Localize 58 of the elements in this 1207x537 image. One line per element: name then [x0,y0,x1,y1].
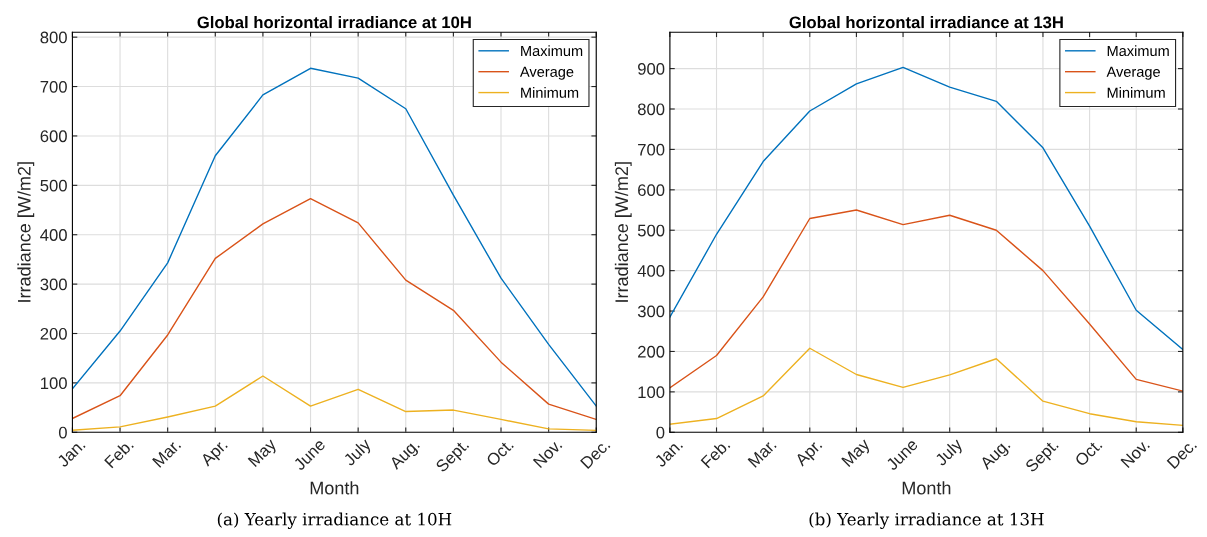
x-axis-title: Month [310,481,359,495]
legend-label: Minimum [521,87,579,98]
x-tick-label: July [342,437,375,469]
line-series [72,197,597,421]
x-tick-label: Dec. [580,438,611,470]
y-tick-label: 0 [656,426,665,439]
x-tick-label: Apr. [199,438,231,470]
y-tick-label: 600 [638,184,665,197]
y-tick-label: 200 [638,345,665,358]
y-tick-label: 300 [40,278,67,291]
text: (a) Yearly irradiance at 10H [217,512,452,529]
y-tick-label: 500 [637,224,665,237]
x-tick-label: Aug. [979,438,1013,473]
chart-title: Global horizontal irradiance at 13H [789,15,1063,29]
x-tick-label: Feb. [103,438,134,469]
x-tick-label: Oct. [1074,438,1103,467]
x-tick-label: Jan. [653,438,684,468]
y-axis-title: Irradiance [W/m2] [614,162,632,302]
y-tick-label: 500 [40,179,67,192]
y-tick-label: 700 [40,80,67,93]
x-tick-label: May [247,437,280,470]
line-series [72,67,597,407]
y-tick-label: 800 [637,103,665,116]
x-tick-label: Nov. [532,438,563,469]
y-tick-label: 400 [637,265,665,277]
chart-title: Global horizontal irradiance at 10H [197,15,471,29]
x-axis-title: Month [902,481,951,495]
x-tick-label: Dec. [1166,438,1198,470]
x-tick-label: Nov. [1120,438,1150,469]
text: (b) Yearly irradiance at 13H [809,512,1044,529]
line-series [669,347,1183,427]
x-tick-label: May [841,437,874,470]
legend-label: Minimum [1107,87,1165,98]
y-tick-label: 900 [638,62,665,75]
x-tick-label: Mar. [152,438,182,468]
legend-label: Average [1106,66,1160,80]
line-series [669,66,1183,351]
x-tick-label: Oct. [485,438,514,467]
y-tick-label: 100 [638,386,665,399]
legend-label: Maximum [1107,45,1169,57]
x-tick-label: Aug. [388,438,423,473]
y-tick-label: 300 [637,305,665,318]
y-axis-title: Irradiance [W/m2] [17,162,35,302]
x-tick-label: Apr. [794,438,825,470]
y-tick-label: 100 [41,377,67,390]
y-tick-label: 0 [58,426,67,439]
x-tick-label: Jan. [56,438,86,468]
x-tick-label: July [933,437,966,469]
y-tick-label: 200 [40,327,67,340]
x-tick-label: Feb. [700,438,731,469]
y-tick-label: 600 [40,130,67,143]
y-tick-label: 700 [638,143,665,156]
y-tick-label: 800 [40,31,67,44]
y-tick-label: 400 [40,229,67,241]
line-series [669,209,1183,392]
legend-label: Maximum [521,45,583,57]
x-tick-label: Mar. [747,438,777,468]
legend-label: Average [519,66,574,80]
